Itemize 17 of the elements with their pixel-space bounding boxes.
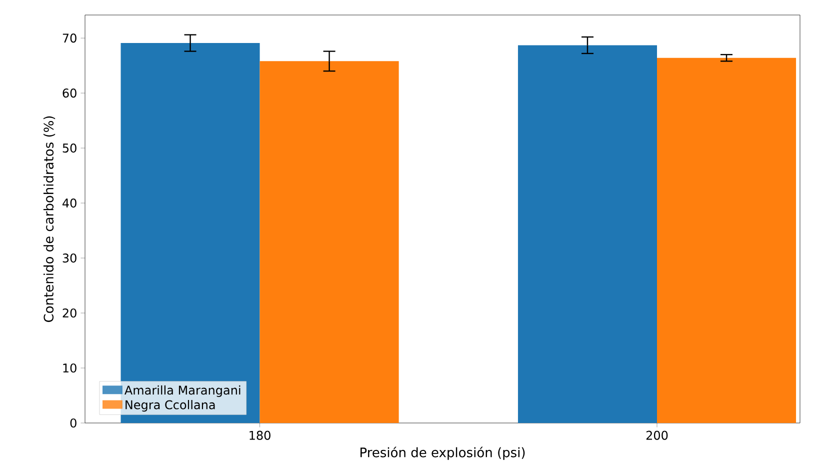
bar	[518, 45, 657, 423]
bar	[657, 58, 796, 423]
y-tick-label: 50	[62, 144, 76, 153]
legend-label: Negra Ccollana	[126, 400, 215, 412]
x-axis-title: Presión de explosión (psi)	[360, 446, 525, 460]
y-tick-label: 10	[63, 363, 76, 373]
y-axis-title: Contenido de carbohidratos (%)	[43, 116, 56, 322]
y-tick-label: 0	[70, 418, 76, 428]
y-tick-label: 60	[62, 88, 76, 98]
y-tick-label: 20	[62, 308, 76, 318]
legend-label: Amarilla Marangani	[124, 385, 240, 397]
y-tick-label: 30	[62, 253, 76, 263]
x-tick-label: 200	[646, 430, 668, 440]
x-tick-label: 180	[250, 430, 270, 440]
y-tick-label: 40	[62, 198, 76, 208]
y-tick-label: 70	[62, 34, 76, 43]
bar	[260, 61, 399, 423]
